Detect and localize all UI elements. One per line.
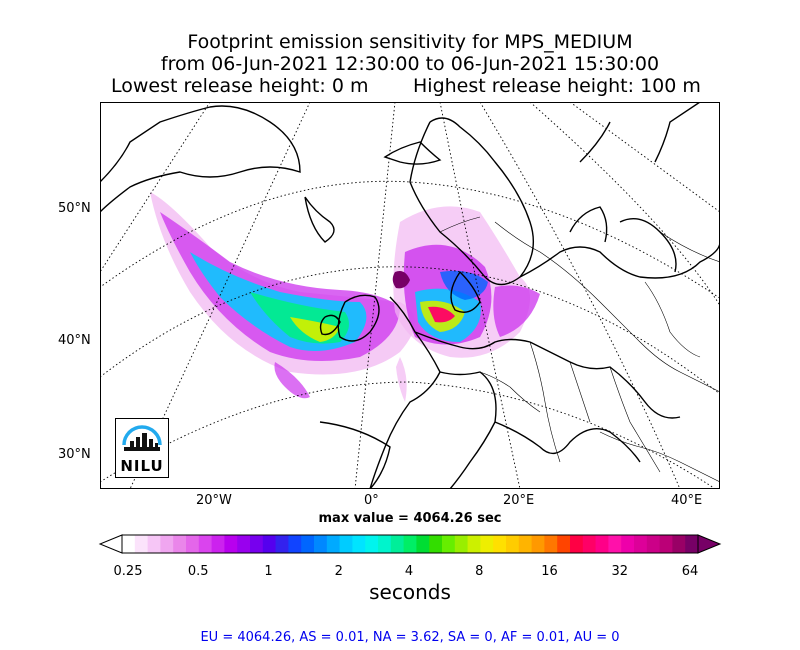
colorbar-cell xyxy=(518,535,533,553)
colorbar-cell xyxy=(646,535,661,553)
colorbar-cell xyxy=(147,535,161,553)
lat-label-30n: 30°N xyxy=(58,447,91,462)
colorbar-cell xyxy=(685,535,699,553)
colorbar-cell xyxy=(557,535,571,553)
colorbar-tick-label: 8 xyxy=(475,564,484,579)
colorbar-cell xyxy=(224,535,238,553)
colorbar-cell xyxy=(211,535,225,553)
colorbar-cell xyxy=(506,535,520,553)
colorbar-cell xyxy=(659,535,673,553)
colorbar-cell xyxy=(160,535,174,553)
colorbar-cell xyxy=(442,535,456,553)
colorbar-cell xyxy=(608,535,622,553)
nilu-logo-text: NILU xyxy=(120,457,164,475)
nilu-logo-icon xyxy=(122,425,162,451)
colorbar-tick-label: 64 xyxy=(681,564,699,579)
colorbar-tick-label: 4 xyxy=(404,564,414,579)
lon-label-0: 0° xyxy=(364,493,379,508)
colorbar-cell xyxy=(237,535,251,553)
lowest-release-height: Lowest release height: 0 m xyxy=(111,75,369,97)
colorbar-cell xyxy=(467,535,481,553)
colorbar-cell xyxy=(262,535,277,553)
colorbar-cell xyxy=(186,535,200,553)
lat-label-50n: 50°N xyxy=(58,201,91,216)
colorbar-cell xyxy=(314,535,328,553)
lon-label-20w: 20°W xyxy=(196,493,232,508)
colorbar-cell xyxy=(326,535,341,553)
colorbar-cell xyxy=(339,535,353,553)
colorbar-tick-label: 2 xyxy=(334,564,343,579)
colorbar-unit-label: seconds xyxy=(369,580,451,604)
colorbar-max-arrow xyxy=(697,534,722,554)
colorbar-cell xyxy=(531,535,545,553)
region-totals-footer: EU = 4064.26, AS = 0.01, NA = 3.62, SA =… xyxy=(200,630,620,645)
colorbar-cell xyxy=(250,535,264,553)
borders xyxy=(439,216,720,483)
colorbar-cell xyxy=(634,535,648,553)
colorbar-tick-label: 0.25 xyxy=(113,564,143,579)
colorbar-cell xyxy=(134,535,149,553)
colorbar-cell xyxy=(378,535,392,553)
colorbar-tick-label: 32 xyxy=(611,564,629,579)
colorbar-cell xyxy=(352,535,366,553)
colorbar-cell xyxy=(570,535,584,553)
title-line-1: Footprint emission sensitivity for MPS_M… xyxy=(187,31,633,53)
lon-label-20e: 20°E xyxy=(503,493,535,508)
colorbar-cell xyxy=(173,535,187,553)
lon-label-40e: 40°E xyxy=(671,493,703,508)
colorbar-cell xyxy=(544,535,558,553)
graticule xyxy=(100,102,720,489)
colorbar-cell xyxy=(672,535,686,553)
colorbar-cell xyxy=(582,535,597,553)
coastlines xyxy=(100,102,720,489)
colorbar-cell xyxy=(288,535,302,553)
highest-release-height: Highest release height: 100 m xyxy=(413,75,701,97)
colorbar-tick-label: 16 xyxy=(541,564,558,579)
colorbar-cell xyxy=(301,535,315,553)
colorbar-tick-label: 1 xyxy=(264,564,273,579)
colorbar-cell xyxy=(390,535,405,553)
colorbar-cell xyxy=(454,535,469,553)
colorbar-cell xyxy=(122,535,136,553)
colorbar-cell xyxy=(416,535,430,553)
nilu-logo: NILU xyxy=(115,418,169,478)
colorbar xyxy=(98,534,722,554)
title-line-2: from 06-Jun-2021 12:30:00 to 06-Jun-2021… xyxy=(160,53,660,75)
colorbar-min-arrow xyxy=(98,534,123,554)
footprint-map xyxy=(100,102,720,489)
colorbar-cell xyxy=(493,535,507,553)
colorbar-cell xyxy=(480,535,494,553)
colorbar-cell xyxy=(595,535,609,553)
colorbar-cell xyxy=(198,535,213,553)
lat-label-40n: 40°N xyxy=(58,333,91,348)
colorbar-cell xyxy=(365,535,379,553)
colorbar-cell xyxy=(621,535,635,553)
max-value-label: max value = 4064.26 sec xyxy=(318,511,502,526)
colorbar-tick-label: 0.5 xyxy=(187,564,209,579)
colorbar-cell xyxy=(429,535,443,553)
colorbar-cell xyxy=(403,535,417,553)
colorbar-cell xyxy=(275,535,289,553)
